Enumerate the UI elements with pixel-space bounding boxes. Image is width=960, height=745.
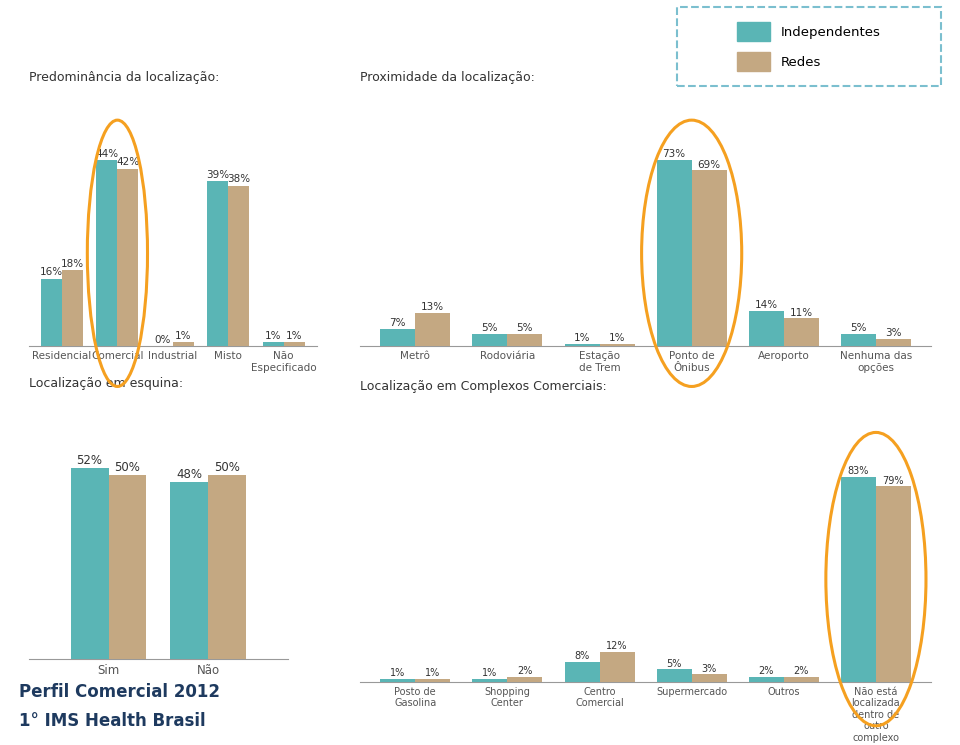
Text: 0%: 0%: [155, 335, 171, 345]
Text: 52%: 52%: [77, 454, 103, 466]
Bar: [283, 342, 304, 346]
Bar: [657, 669, 691, 682]
Bar: [262, 342, 283, 346]
Text: 2%: 2%: [517, 666, 533, 676]
Text: 8%: 8%: [574, 651, 589, 661]
Text: 11%: 11%: [790, 308, 813, 317]
Text: 16%: 16%: [40, 267, 63, 277]
Text: 5%: 5%: [482, 323, 498, 333]
Text: Predominância da localização:: Predominância da localização:: [29, 71, 219, 84]
Text: 18%: 18%: [61, 259, 84, 269]
Bar: [876, 486, 911, 682]
Text: 1%: 1%: [175, 331, 192, 341]
Bar: [657, 160, 691, 346]
Text: 5%: 5%: [666, 659, 682, 668]
Text: 7%: 7%: [390, 318, 406, 328]
Bar: [749, 676, 783, 682]
Text: 73%: 73%: [662, 150, 685, 159]
Text: 1%: 1%: [425, 668, 441, 679]
Bar: [96, 160, 117, 346]
Bar: [600, 344, 635, 346]
Text: 5%: 5%: [851, 323, 867, 333]
Text: Localização em Complexos Comerciais:: Localização em Complexos Comerciais:: [360, 380, 607, 393]
Text: 2%: 2%: [794, 666, 809, 676]
Text: 1%: 1%: [286, 331, 302, 341]
Bar: [749, 311, 783, 346]
Text: 69%: 69%: [698, 159, 721, 170]
Text: 12%: 12%: [607, 641, 628, 651]
Bar: [783, 318, 819, 346]
Text: 1%: 1%: [265, 331, 281, 341]
Text: 44%: 44%: [95, 149, 118, 159]
Bar: [691, 674, 727, 682]
Text: 3%: 3%: [885, 328, 901, 338]
Bar: [380, 679, 416, 682]
Bar: [228, 186, 250, 346]
Bar: [564, 344, 600, 346]
Bar: [841, 334, 876, 346]
Bar: [508, 334, 542, 346]
Bar: [170, 483, 208, 659]
Text: 1%: 1%: [574, 333, 590, 343]
Text: 39%: 39%: [206, 170, 229, 180]
Text: ... o Perfil das Farmácias no Brasil: ... o Perfil das Farmácias no Brasil: [16, 25, 445, 45]
Bar: [508, 676, 542, 682]
Text: 3%: 3%: [702, 664, 717, 673]
Text: 50%: 50%: [114, 461, 140, 474]
Bar: [208, 475, 246, 659]
Text: Perfil Comercial 2012: Perfil Comercial 2012: [19, 682, 220, 700]
Bar: [173, 342, 194, 346]
Text: 79%: 79%: [882, 475, 904, 486]
Bar: [380, 329, 416, 346]
Text: 1%: 1%: [390, 668, 405, 679]
Bar: [472, 679, 508, 682]
Bar: [71, 468, 108, 659]
Bar: [600, 652, 635, 682]
Bar: [416, 679, 450, 682]
Bar: [416, 313, 450, 346]
Text: 38%: 38%: [228, 174, 251, 184]
Text: 2%: 2%: [758, 666, 774, 676]
Text: 14%: 14%: [755, 300, 778, 310]
Bar: [691, 171, 727, 346]
Text: Proximidade da localização:: Proximidade da localização:: [360, 71, 535, 84]
Bar: [108, 475, 147, 659]
Text: 48%: 48%: [177, 469, 203, 481]
Bar: [783, 676, 819, 682]
Bar: [472, 334, 508, 346]
Text: 50%: 50%: [214, 461, 240, 474]
Bar: [564, 662, 600, 682]
Bar: [62, 270, 84, 346]
Bar: [117, 168, 138, 346]
Bar: [41, 279, 62, 346]
Bar: [207, 181, 228, 346]
Bar: [841, 477, 876, 682]
Text: 1%: 1%: [482, 668, 497, 679]
Bar: [876, 339, 911, 346]
Legend: Independentes, Redes: Independentes, Redes: [732, 16, 886, 77]
Text: 13%: 13%: [421, 302, 444, 312]
Text: 83%: 83%: [848, 466, 869, 476]
Text: 1° IMS Health Brasil: 1° IMS Health Brasil: [19, 712, 205, 730]
Text: 5%: 5%: [516, 323, 533, 333]
Text: 42%: 42%: [116, 157, 139, 168]
Text: 1%: 1%: [609, 333, 625, 343]
Text: Localização em esquina:: Localização em esquina:: [29, 376, 183, 390]
